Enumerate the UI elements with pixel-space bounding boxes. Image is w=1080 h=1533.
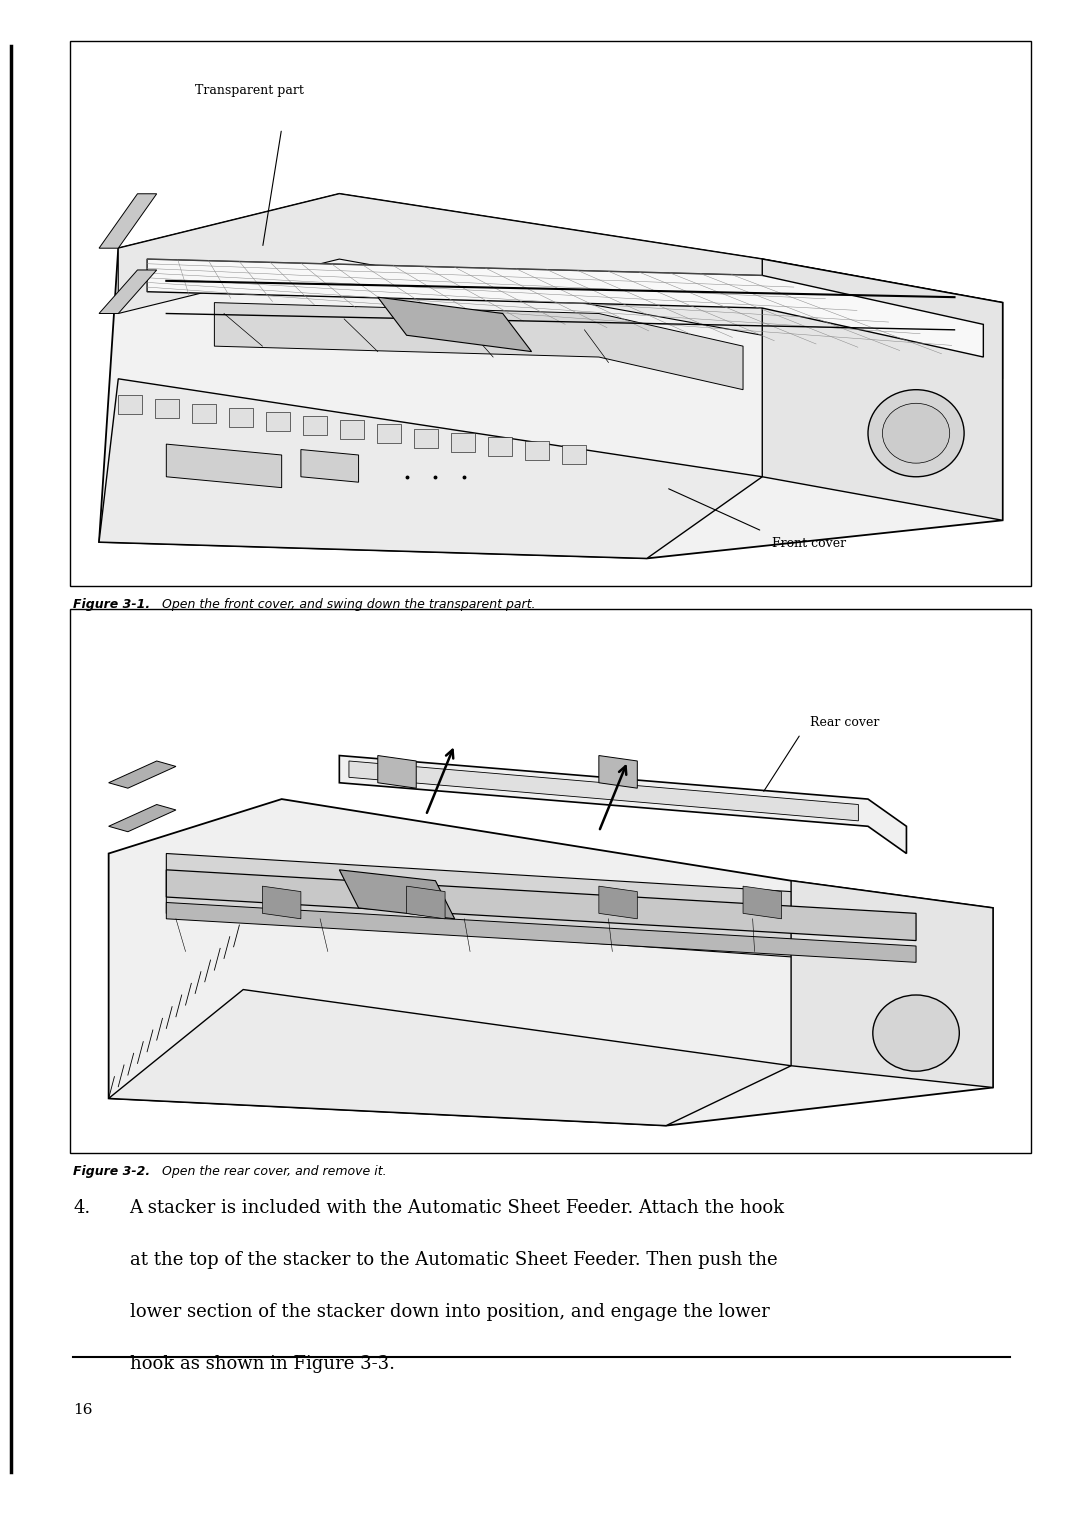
Polygon shape <box>109 760 176 788</box>
Bar <box>119 396 143 414</box>
Text: Figure 3-2.: Figure 3-2. <box>73 1165 150 1177</box>
Text: Open the front cover, and swing down the transparent part.: Open the front cover, and swing down the… <box>158 598 536 610</box>
Bar <box>303 415 327 435</box>
Text: at the top of the stacker to the Automatic Sheet Feeder. Then push the: at the top of the stacker to the Automat… <box>130 1251 778 1269</box>
Polygon shape <box>119 193 1002 379</box>
Bar <box>525 442 549 460</box>
Text: Front cover: Front cover <box>772 537 846 550</box>
Bar <box>377 425 401 443</box>
Polygon shape <box>166 869 916 941</box>
Bar <box>156 399 179 419</box>
Polygon shape <box>301 449 359 483</box>
Polygon shape <box>598 756 637 788</box>
Polygon shape <box>109 805 176 832</box>
Polygon shape <box>743 886 782 918</box>
Text: Transparent part: Transparent part <box>195 84 305 97</box>
Polygon shape <box>166 854 935 990</box>
Polygon shape <box>109 799 993 1125</box>
Polygon shape <box>598 886 637 918</box>
Polygon shape <box>378 756 416 788</box>
Text: 4.: 4. <box>73 1199 91 1217</box>
Polygon shape <box>339 756 906 854</box>
Polygon shape <box>99 193 1002 558</box>
Bar <box>451 432 475 452</box>
Polygon shape <box>99 270 157 314</box>
Polygon shape <box>762 259 1002 520</box>
Ellipse shape <box>868 389 964 477</box>
Polygon shape <box>166 903 916 963</box>
Text: hook as shown in Figure 3-3.: hook as shown in Figure 3-3. <box>130 1355 394 1374</box>
Bar <box>229 408 253 426</box>
Bar <box>414 429 438 448</box>
Polygon shape <box>99 379 762 558</box>
Text: Figure 3-1.: Figure 3-1. <box>73 598 150 610</box>
Polygon shape <box>147 259 983 357</box>
Polygon shape <box>349 760 859 820</box>
Polygon shape <box>262 886 301 918</box>
Polygon shape <box>99 193 157 248</box>
Bar <box>266 412 291 431</box>
Text: A stacker is included with the Automatic Sheet Feeder. Attach the hook: A stacker is included with the Automatic… <box>130 1199 785 1217</box>
Polygon shape <box>406 886 445 918</box>
Text: Rear cover: Rear cover <box>810 716 880 730</box>
Ellipse shape <box>873 995 959 1072</box>
Ellipse shape <box>882 403 949 463</box>
Polygon shape <box>215 302 743 389</box>
Polygon shape <box>339 869 455 918</box>
Polygon shape <box>791 880 993 1087</box>
Polygon shape <box>166 445 282 487</box>
Bar <box>70 609 1031 1153</box>
Text: 16: 16 <box>73 1403 93 1416</box>
Bar <box>70 41 1031 586</box>
Bar <box>488 437 512 455</box>
Bar <box>192 403 216 423</box>
Bar <box>562 446 586 464</box>
Polygon shape <box>378 297 531 351</box>
Bar <box>340 420 364 440</box>
Text: lower section of the stacker down into position, and engage the lower: lower section of the stacker down into p… <box>130 1303 769 1321</box>
Text: Open the rear cover, and remove it.: Open the rear cover, and remove it. <box>158 1165 387 1177</box>
Polygon shape <box>109 990 791 1125</box>
